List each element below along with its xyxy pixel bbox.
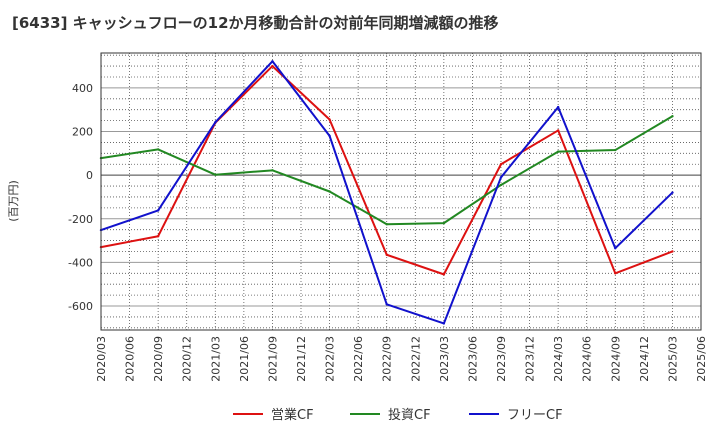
axis-layer: 400 200 0 -200 -400 -600 2020/03 2020/06 2020/09… bbox=[7, 52, 708, 382]
series-point bbox=[328, 190, 331, 193]
series-point bbox=[614, 247, 617, 250]
series-point bbox=[499, 176, 503, 179]
y-tick-label: 0 bbox=[86, 169, 93, 182]
legend-label: 営業CF bbox=[271, 407, 314, 423]
y-tick-label: 400 bbox=[72, 82, 93, 95]
x-tick-label: 2022/09 bbox=[381, 336, 394, 382]
series-point bbox=[499, 163, 503, 166]
series-point bbox=[156, 235, 160, 238]
series-point bbox=[271, 60, 274, 63]
series-point bbox=[671, 115, 674, 118]
series-point bbox=[671, 191, 674, 194]
plot-frame bbox=[100, 52, 702, 331]
x-tick-label: 2023/12 bbox=[524, 336, 537, 382]
x-tick-label: 2020/03 bbox=[95, 336, 108, 382]
series-point bbox=[614, 148, 617, 152]
x-tick-label: 2022/12 bbox=[409, 336, 422, 382]
y-axis-label: (百万円) bbox=[7, 180, 20, 222]
x-tick-label: 2024/03 bbox=[552, 336, 565, 382]
x-tick-label: 2020/12 bbox=[181, 336, 194, 382]
x-tick-label: 2021/09 bbox=[266, 336, 279, 382]
legend-label: 投資CF bbox=[388, 407, 431, 423]
series-point bbox=[156, 148, 160, 151]
x-tick-label: 2022/03 bbox=[324, 336, 337, 382]
series-point bbox=[556, 105, 560, 109]
x-tick-label: 2024/12 bbox=[638, 336, 651, 382]
series-point bbox=[556, 129, 560, 132]
series-point bbox=[671, 250, 674, 253]
y-tick-label: -400 bbox=[68, 256, 93, 269]
x-tick-label: 2022/06 bbox=[352, 336, 365, 382]
x-tick-label: 2023/06 bbox=[466, 336, 479, 382]
x-tick-label: 2023/09 bbox=[495, 336, 508, 382]
x-tick-label: 2025/03 bbox=[666, 336, 679, 382]
series-point bbox=[214, 121, 217, 124]
x-tick-label: 2021/12 bbox=[295, 336, 308, 382]
series-point bbox=[442, 221, 446, 225]
legend: 営業CF 投資CF フリーCF bbox=[233, 407, 563, 423]
series-point bbox=[271, 169, 274, 172]
grid-layer bbox=[100, 53, 702, 330]
series-layer bbox=[99, 60, 674, 325]
series-point bbox=[328, 134, 331, 138]
x-tick-label: 2020/09 bbox=[152, 336, 165, 382]
series-point bbox=[614, 272, 617, 275]
x-tick-label: 2023/03 bbox=[438, 336, 451, 382]
series-point bbox=[271, 64, 274, 68]
x-tick-label: 2020/06 bbox=[124, 336, 137, 382]
x-tick-label: 2024/09 bbox=[609, 336, 622, 382]
x-tick-label: 2021/03 bbox=[209, 336, 222, 382]
series-point bbox=[556, 150, 560, 153]
y-tick-label: 200 bbox=[72, 126, 93, 139]
series-point bbox=[442, 273, 446, 276]
x-tick-label: 2021/06 bbox=[238, 336, 251, 382]
x-tick-label: 2024/06 bbox=[581, 336, 594, 382]
chart-title: [6433] キャッシュフローの12か月移動合計の対前年同期増減額の推移 bbox=[12, 14, 499, 32]
series-point bbox=[385, 303, 388, 306]
plot-area bbox=[101, 53, 701, 330]
legend-label: フリーCF bbox=[507, 408, 563, 423]
series-point bbox=[156, 209, 160, 212]
x-tick-label: 2025/06 bbox=[695, 336, 708, 382]
y-tick-label: -600 bbox=[68, 300, 93, 313]
series-point bbox=[385, 253, 388, 256]
series-point bbox=[385, 223, 388, 226]
series-point bbox=[328, 118, 331, 121]
series-point bbox=[499, 183, 503, 187]
series-point bbox=[442, 322, 446, 325]
y-tick-label: -200 bbox=[68, 213, 93, 226]
series-point bbox=[214, 173, 217, 176]
